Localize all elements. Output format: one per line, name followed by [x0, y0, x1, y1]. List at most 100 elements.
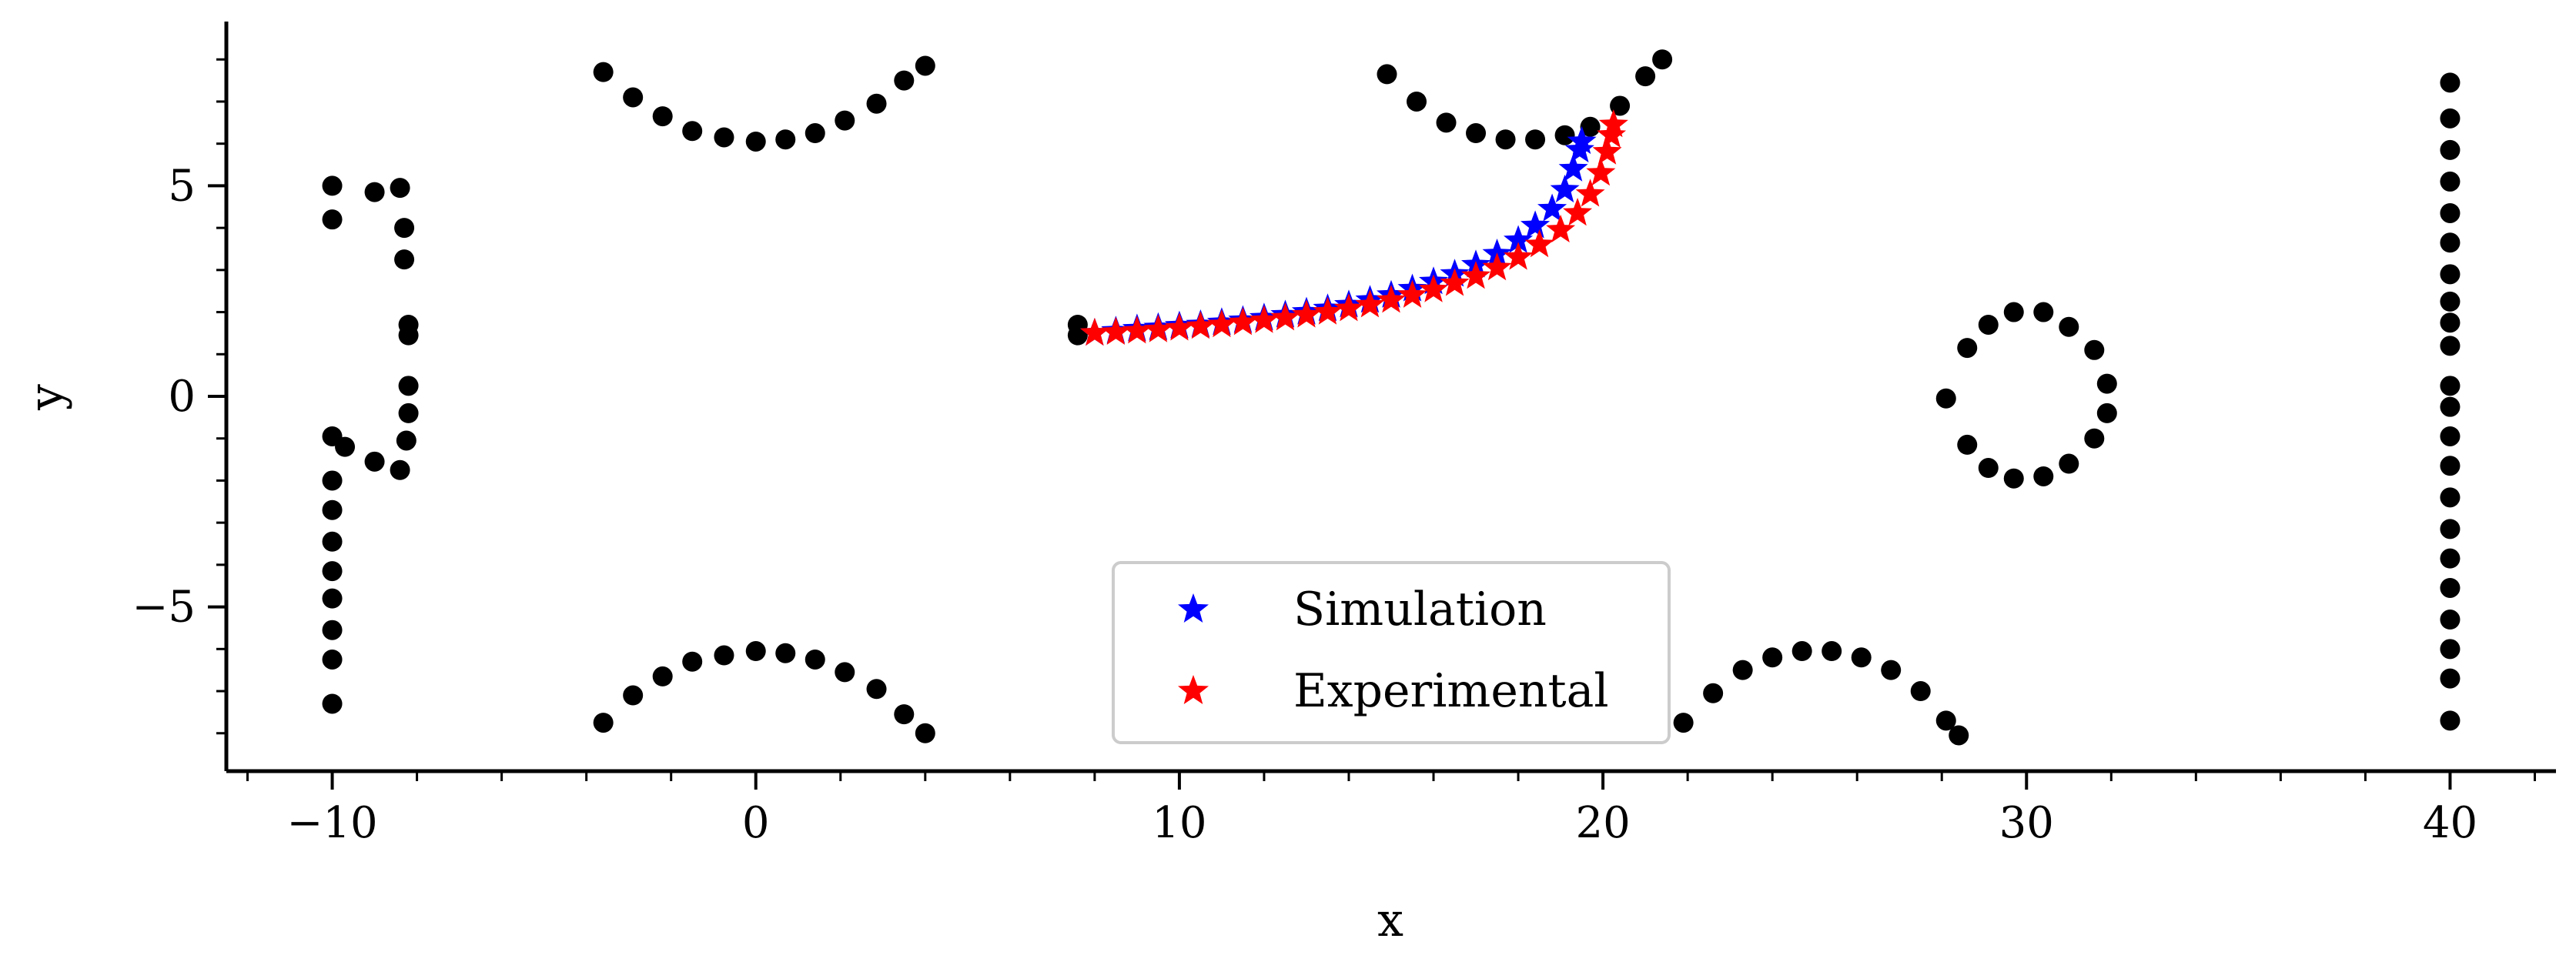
- obstacle-point: [1703, 683, 1724, 703]
- obstacle-point: [714, 645, 734, 666]
- legend-experimental-label: Experimental: [1293, 664, 1609, 718]
- x-ticks: −10 0 10 20 30 40: [246, 771, 2536, 848]
- experimental-point: [1524, 229, 1554, 258]
- obstacle-point: [398, 325, 419, 346]
- simulation-point: [1567, 125, 1597, 155]
- experimental-point: [1461, 261, 1491, 289]
- obstacle-point: [1554, 125, 1575, 145]
- experimental-point: [1598, 109, 1628, 138]
- obstacle-point: [2440, 396, 2461, 417]
- obstacle-point: [2440, 519, 2461, 539]
- obstacle-point: [2440, 291, 2461, 312]
- obstacle-point: [714, 127, 734, 148]
- experimental-point: [1334, 293, 1363, 322]
- axes: −10 0 10 20 30 40 −5 0 5: [132, 22, 2556, 848]
- obstacle-point: [652, 666, 673, 686]
- obstacle-point: [866, 93, 887, 114]
- experimental-point: [1597, 119, 1627, 148]
- y-axis-label: y: [19, 384, 73, 411]
- obstacle-point: [1791, 641, 1812, 662]
- experimental-point: [1482, 252, 1512, 281]
- experimental-point: [1397, 279, 1427, 308]
- obstacle-point: [322, 209, 343, 230]
- obstacle-point: [593, 62, 614, 82]
- obstacle-point: [1935, 388, 1956, 409]
- obstacle-point: [390, 459, 410, 480]
- y-tick-label: 0: [168, 372, 196, 422]
- obstacle-point: [322, 531, 343, 552]
- experimental-point: [1592, 136, 1622, 165]
- experimental-point: [1291, 299, 1321, 328]
- obstacle-point: [322, 426, 343, 446]
- obstacle-point: [2440, 72, 2461, 93]
- obstacle-point: [322, 649, 343, 670]
- obstacle-point: [1978, 458, 1999, 479]
- obstacle-point: [2440, 336, 2461, 356]
- obstacle-point: [394, 218, 415, 239]
- obstacle-point: [1673, 713, 1694, 733]
- obstacle-point: [2440, 577, 2461, 598]
- obstacle-point: [2440, 487, 2461, 508]
- obstacle-point: [1732, 660, 1753, 680]
- experimental-point: [1504, 242, 1534, 270]
- obstacle-point: [1978, 314, 1999, 335]
- obstacle-point: [775, 129, 796, 150]
- obstacle-point: [2440, 456, 2461, 476]
- obstacle-point: [2440, 610, 2461, 630]
- obstacle-point: [805, 123, 825, 144]
- obstacle-point: [1377, 64, 1397, 85]
- simulation-point: [1482, 239, 1512, 267]
- simulation-point: [1537, 193, 1567, 222]
- obstacle-point: [322, 588, 343, 609]
- obstacle-point: [364, 182, 385, 202]
- obstacle-points: [322, 49, 2461, 746]
- x-tick-label: −10: [286, 798, 377, 848]
- obstacle-point: [2096, 402, 2117, 423]
- simulation-point: [1558, 153, 1588, 182]
- obstacle-point: [2440, 264, 2461, 285]
- legend-simulation-marker: [1178, 593, 1209, 623]
- obstacle-point: [1851, 647, 1872, 668]
- obstacle-point: [805, 649, 825, 670]
- experimental-point: [1270, 302, 1300, 331]
- obstacle-point: [390, 178, 410, 199]
- experimental-point: [1143, 314, 1173, 342]
- obstacle-point: [2059, 316, 2079, 337]
- obstacle-point: [322, 175, 343, 196]
- obstacle-point: [2440, 171, 2461, 192]
- experimental-point: [1440, 268, 1470, 296]
- legend-experimental-marker: [1178, 675, 1209, 704]
- x-tick-label: 40: [2423, 798, 2477, 848]
- experimental-point: [1122, 316, 1152, 344]
- obstacle-point: [1881, 660, 1902, 680]
- obstacle-point: [2440, 139, 2461, 160]
- obstacle-point: [398, 376, 419, 396]
- legend: Simulation Experimental: [1112, 561, 1671, 744]
- obstacle-point: [775, 643, 796, 663]
- obstacle-point: [1525, 129, 1546, 150]
- obstacle-point: [682, 121, 703, 142]
- obstacle-point: [2440, 312, 2461, 333]
- simulation-point: [1504, 225, 1534, 253]
- obstacle-point: [2096, 373, 2117, 394]
- experimental-point: [1355, 289, 1385, 318]
- obstacle-point: [1762, 647, 1783, 668]
- obstacle-point: [2440, 202, 2461, 223]
- obstacle-point: [2059, 453, 2079, 474]
- obstacle-point: [322, 499, 343, 520]
- obstacle-point: [2033, 302, 2054, 322]
- obstacle-point: [2440, 548, 2461, 569]
- obstacle-point: [2003, 468, 2024, 489]
- obstacle-point: [1407, 91, 1427, 112]
- obstacle-point: [593, 713, 614, 733]
- obstacle-point: [866, 679, 887, 700]
- obstacle-point: [394, 249, 415, 270]
- obstacle-point: [835, 110, 855, 131]
- legend-simulation-star: [1178, 593, 1209, 623]
- obstacle-point: [2440, 232, 2461, 253]
- obstacle-point: [1635, 66, 1656, 87]
- experimental-point: [1313, 296, 1343, 325]
- obstacle-point: [1910, 681, 1931, 702]
- obstacle-point: [1466, 123, 1487, 144]
